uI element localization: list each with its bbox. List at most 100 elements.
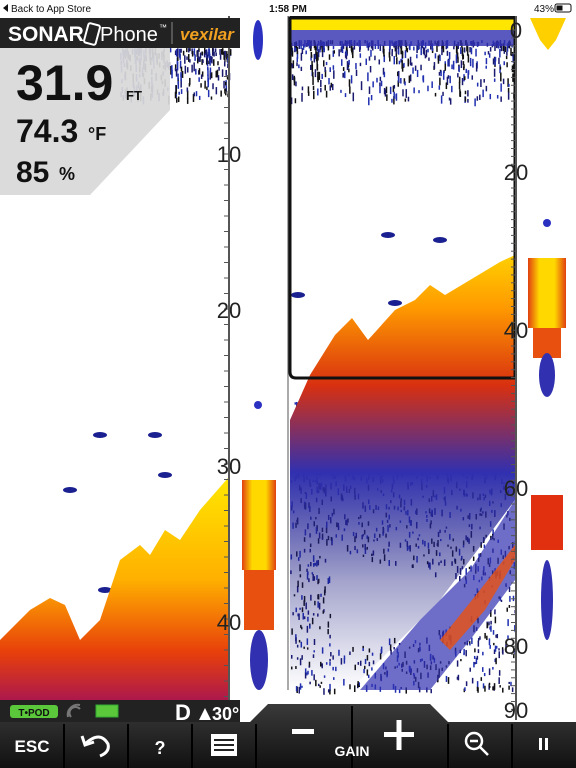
noise-dot — [393, 56, 396, 65]
noise-dot — [494, 609, 496, 612]
flasher-right — [528, 18, 566, 640]
back-link[interactable]: Back to App Store — [11, 4, 91, 15]
noise-dot — [180, 73, 182, 81]
noise-dot — [405, 687, 407, 694]
noise-dot — [203, 52, 206, 58]
noise-dot — [223, 60, 226, 67]
esc-button[interactable]: ESC — [15, 737, 50, 756]
depth-label: 0 — [510, 18, 522, 43]
noise-dot — [348, 68, 350, 73]
noise-dot — [457, 674, 460, 681]
noise-dot — [332, 50, 335, 57]
noise-dot — [469, 643, 471, 646]
back-button[interactable] — [80, 735, 110, 758]
noise-dot — [495, 634, 497, 638]
cone-angle: 30° — [212, 704, 239, 724]
noise-dot — [317, 75, 319, 83]
noise-dot — [508, 83, 510, 87]
noise-dot — [505, 643, 507, 650]
noise-dot — [186, 90, 189, 100]
noise-dot — [477, 640, 480, 647]
noise-dot — [331, 83, 334, 91]
noise-dot — [189, 48, 191, 52]
noise-dot — [507, 635, 509, 640]
menu-button[interactable] — [211, 734, 237, 756]
noise-dot — [458, 81, 461, 90]
noise-dot — [412, 67, 414, 74]
noise-dot — [380, 80, 383, 87]
noise-dot — [357, 681, 359, 688]
noise-dot — [220, 48, 223, 55]
noise-dot — [325, 90, 328, 98]
noise-dot — [460, 60, 463, 69]
noise-dot — [482, 651, 484, 656]
noise-dot — [312, 76, 314, 85]
noise-dot — [212, 48, 215, 52]
noise-dot — [475, 63, 478, 72]
noise-dot — [209, 59, 211, 66]
noise-dot — [193, 92, 196, 97]
noise-dot — [462, 53, 464, 60]
noise-dot — [476, 655, 479, 660]
noise-dot — [328, 78, 330, 85]
noise-dot — [215, 52, 217, 57]
noise-dot — [449, 98, 452, 105]
noise-dot — [224, 50, 226, 56]
temperature-readout: 74.3 — [16, 113, 78, 149]
noise-dot — [437, 678, 439, 683]
noise-dot — [189, 59, 191, 63]
noise-dot — [461, 49, 464, 57]
noise-dot — [456, 660, 459, 667]
noise-dot — [226, 75, 229, 80]
noise-dot — [177, 73, 179, 80]
noise-dot — [456, 52, 459, 59]
noise-dot — [292, 60, 295, 69]
noise-dot — [463, 648, 465, 655]
noise-dot — [188, 48, 190, 53]
noise-dot — [428, 57, 430, 61]
depth-label: 40 — [504, 318, 528, 343]
noise-dot — [320, 87, 322, 93]
noise-dot — [318, 71, 321, 80]
help-button[interactable]: ? — [155, 738, 166, 758]
noise-dot — [383, 48, 385, 57]
noise-dot — [210, 55, 212, 63]
surface-clutter — [290, 30, 515, 46]
noise-dot — [291, 74, 294, 81]
gain-increase-button[interactable] — [384, 720, 414, 750]
noise-dot — [186, 67, 189, 73]
depth-label: 20 — [504, 160, 528, 185]
noise-dot — [321, 48, 324, 58]
noise-dot — [404, 50, 407, 59]
noise-dot — [458, 65, 460, 73]
noise-dot — [486, 622, 489, 629]
noise-dot — [393, 646, 395, 650]
noise-dot — [464, 90, 467, 95]
noise-dot — [202, 59, 204, 64]
brand-vexilar: vexilar — [180, 25, 235, 44]
noise-dot — [210, 96, 213, 100]
depth-label: 20 — [217, 298, 241, 323]
noise-dot — [480, 79, 482, 88]
noise-dot — [402, 89, 404, 97]
noise-dot — [482, 683, 485, 689]
noise-dot — [209, 67, 212, 74]
noise-dot — [500, 96, 502, 102]
noise-dot — [333, 688, 336, 695]
brand-tm: ™ — [159, 23, 167, 32]
noise-dot — [177, 80, 180, 89]
pause-button[interactable] — [539, 738, 548, 750]
zoom-button[interactable] — [464, 731, 489, 756]
noise-dot — [404, 98, 407, 102]
noise-dot — [446, 50, 449, 56]
noise-dot — [407, 96, 410, 102]
noise-dot — [458, 76, 461, 83]
noise-dot — [474, 648, 476, 653]
noise-dot — [463, 47, 466, 53]
noise-dot — [180, 78, 182, 88]
noise-dot — [513, 653, 515, 659]
gain-decrease-button[interactable] — [292, 729, 314, 734]
signal-readout: 85 — [16, 156, 49, 189]
noise-dot — [388, 52, 391, 58]
noise-dot — [324, 84, 326, 91]
